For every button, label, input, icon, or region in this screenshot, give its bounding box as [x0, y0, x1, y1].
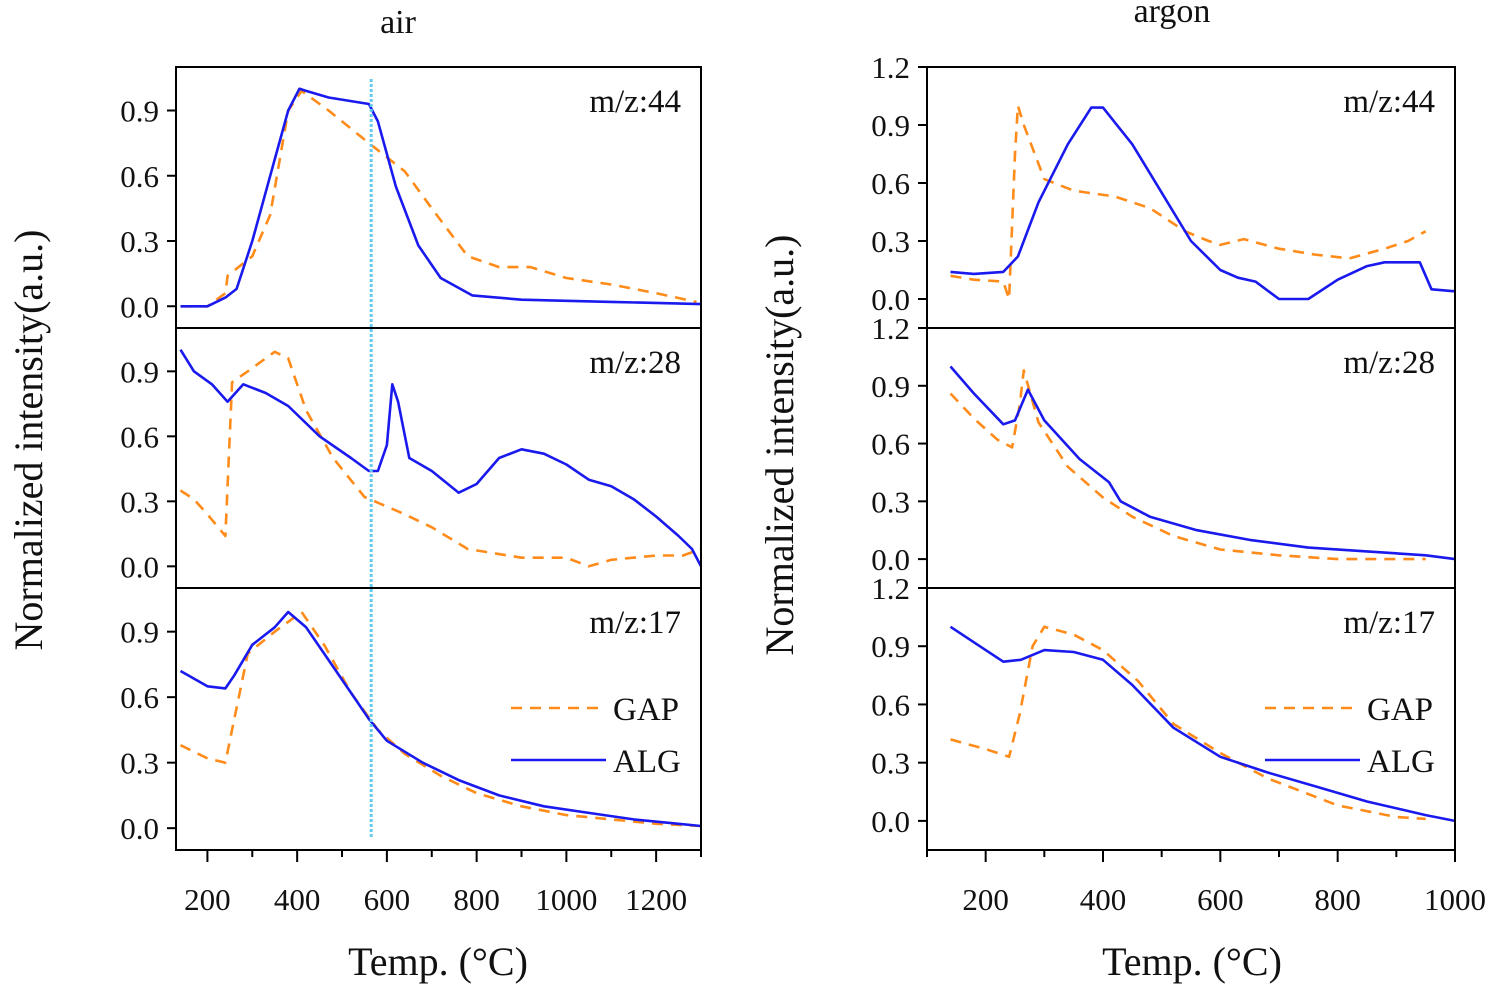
x-tick-label: 400 — [274, 882, 321, 917]
x-axis-title-argon: Temp. (°C) — [1102, 939, 1282, 984]
y-tick-label: 0.9 — [871, 629, 910, 664]
series-line-gap — [179, 350, 701, 568]
x-tick-label: 600 — [1197, 882, 1244, 917]
y-tick-label: 0.3 — [871, 224, 910, 259]
y-tick-label: 1.2 — [871, 571, 910, 606]
legend-label-gap: GAP — [1367, 692, 1433, 728]
panel-air-1: 0.0 0.3 0.6 0.9 m/z:44 — [120, 66, 702, 329]
x-tick-label: 600 — [364, 882, 411, 917]
chart-argon: argon Normalized intensity(a.u.) Temp. (… — [757, 0, 1486, 984]
y-tick-label: 0.0 — [871, 282, 910, 317]
mz-label: m/z:28 — [589, 345, 681, 381]
panel-argon-3: 0.0 0.3 0.6 0.9 1.2 m/z:17 GAP ALG — [871, 571, 1456, 851]
x-tick-label: 1000 — [535, 882, 597, 917]
panel-argon-2: 0.0 0.3 0.6 0.9 1.2 m/z:28 — [871, 311, 1456, 589]
x-tick-label: 200 — [184, 882, 231, 917]
x-axis-title-air: Temp. (°C) — [348, 939, 528, 984]
series-line-alg — [179, 610, 701, 828]
series-line-gap — [180, 89, 697, 308]
y-tick-label: 0.6 — [120, 680, 159, 715]
y-tick-label: 0.6 — [871, 687, 910, 722]
series-line-alg — [179, 349, 701, 567]
y-tick-label: 0.0 — [120, 289, 159, 324]
chart-title-argon: argon — [1134, 0, 1211, 30]
series-line-alg — [949, 365, 1455, 561]
chart-title-air: air — [380, 4, 417, 41]
y-tick-label: 0.9 — [120, 354, 159, 389]
x-tick-label: 800 — [1314, 882, 1361, 917]
y-tick-label: 0.3 — [871, 484, 910, 519]
x-axis-air: 200 400 600 800 1000 1200 — [184, 850, 702, 917]
legend-label-gap: GAP — [613, 692, 679, 728]
mz-label: m/z:28 — [1343, 345, 1435, 381]
y-axis-title-argon: Normalized intensity(a.u.) — [757, 235, 802, 656]
y-axis-title-air: Normalized intensity(a.u.) — [6, 230, 51, 651]
x-tick-label: 1200 — [625, 882, 687, 917]
mz-label: m/z:44 — [589, 84, 681, 120]
y-tick-label: 0.3 — [120, 484, 159, 519]
y-tick-label: 0.3 — [871, 746, 910, 781]
series-line-gap — [950, 625, 1426, 821]
x-axis-argon: 200 400 600 800 1000 — [926, 850, 1486, 917]
series-line-alg — [180, 87, 701, 308]
mz-label: m/z:44 — [1343, 84, 1435, 120]
y-tick-label: 0.6 — [871, 166, 910, 201]
x-tick-label: 800 — [453, 882, 500, 917]
series-line-gap — [949, 369, 1426, 561]
series-line-alg — [950, 106, 1455, 301]
y-tick-label: 0.6 — [871, 427, 910, 462]
x-tick-label: 1000 — [1424, 882, 1486, 917]
y-tick-label: 0.9 — [871, 369, 910, 404]
y-tick-label: 1.2 — [871, 311, 910, 346]
series-line-gap — [950, 104, 1427, 301]
legend: GAP ALG — [1265, 692, 1435, 780]
legend: GAP ALG — [511, 692, 681, 780]
mz-label: m/z:17 — [1343, 605, 1435, 641]
y-tick-label: 0.0 — [871, 804, 910, 839]
legend-label-alg: ALG — [1367, 744, 1435, 780]
panel-air-2: 0.0 0.3 0.6 0.9 m/z:28 — [120, 327, 702, 589]
y-tick-label: 0.9 — [871, 108, 910, 143]
panel-argon-1: 0.0 0.3 0.6 0.9 1.2 m/z:44 — [871, 50, 1456, 329]
y-tick-label: 0.3 — [120, 224, 159, 259]
x-tick-label: 400 — [1080, 882, 1127, 917]
mz-label: m/z:17 — [589, 605, 681, 641]
chart-air: air Normalized intensity(a.u.) Temp. (°C… — [6, 4, 702, 984]
y-tick-label: 0.0 — [871, 542, 910, 577]
panel-air-3: 0.0 0.3 0.6 0.9 m/z:17 GAP ALG — [120, 587, 702, 851]
panel-frame — [926, 587, 1456, 851]
panel-frame — [175, 587, 702, 851]
x-tick-label: 200 — [962, 882, 1009, 917]
y-tick-label: 0.3 — [120, 746, 159, 781]
y-tick-label: 0.0 — [120, 811, 159, 846]
series-line-alg — [949, 625, 1455, 823]
y-tick-label: 0.6 — [120, 159, 159, 194]
y-tick-label: 1.2 — [871, 50, 910, 85]
y-tick-label: 0.9 — [120, 615, 159, 650]
y-tick-label: 0.0 — [120, 549, 159, 584]
y-tick-label: 0.6 — [120, 419, 159, 454]
y-tick-label: 0.9 — [120, 94, 159, 129]
legend-label-alg: ALG — [613, 744, 681, 780]
